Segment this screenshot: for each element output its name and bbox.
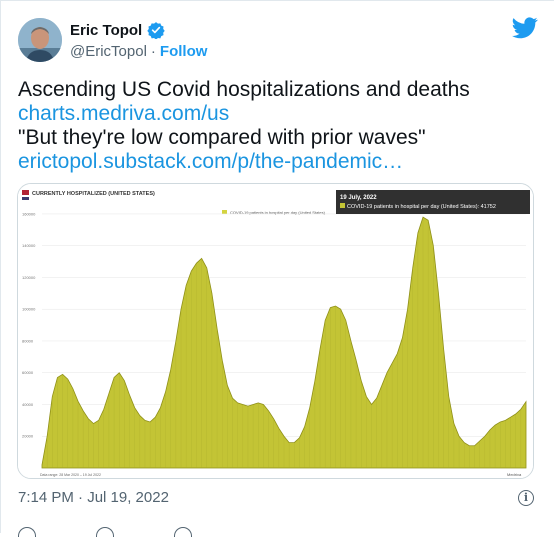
- tweet-timestamp[interactable]: 7:14 PM · Jul 19, 2022: [18, 489, 169, 506]
- y-tick-label: 40000: [22, 402, 34, 407]
- link-substack[interactable]: erictopol.substack.com/p/the-pandemic…: [18, 150, 404, 173]
- like-icon[interactable]: [18, 527, 36, 537]
- hospitalization-chart: CURRENTLY HOSPITALIZED (UNITED STATES) C…: [18, 184, 533, 478]
- chart-tooltip: 19 July, 2022 COVID-19 patients in hospi…: [336, 190, 530, 214]
- tooltip-series: COVID-19 patients in hospital per day (U…: [347, 204, 496, 210]
- us-flag-icon: [22, 190, 29, 195]
- y-tick-label: 20000: [22, 434, 34, 439]
- medriva-brand: Medriva: [507, 472, 522, 477]
- tweet-text-line-3: "But they're low compared with prior wav…: [18, 126, 426, 149]
- y-tick-label: 100000: [22, 307, 36, 312]
- y-tick-label: 80000: [22, 338, 34, 343]
- legend-label: COVID-19 patients in hospital per day (U…: [230, 210, 326, 215]
- tweet-text: Ascending US Covid hospitalizations and …: [18, 78, 538, 174]
- twitter-bird-icon[interactable]: [512, 17, 538, 44]
- chart-media[interactable]: CURRENTLY HOSPITALIZED (UNITED STATES) C…: [17, 183, 534, 479]
- y-tick-label: 60000: [22, 370, 34, 375]
- action-bar: [18, 527, 192, 537]
- tweet-text-line-1: Ascending US Covid hospitalizations and …: [18, 78, 470, 101]
- legend-swatch: [222, 210, 227, 214]
- avatar[interactable]: [18, 18, 62, 62]
- y-tick-label: 160000: [22, 211, 36, 216]
- copy-link-icon[interactable]: [174, 527, 192, 537]
- chart-title: CURRENTLY HOSPITALIZED (UNITED STATES): [32, 191, 155, 197]
- author-row: Eric Topol: [70, 21, 165, 39]
- y-tick-label: 140000: [22, 243, 36, 248]
- link-medriva[interactable]: charts.medriva.com/us: [18, 102, 230, 125]
- flag-canton: [22, 197, 29, 200]
- verified-badge-icon: [147, 21, 165, 39]
- y-tick-label: 120000: [22, 275, 36, 280]
- hospitalized-series-area: [41, 216, 527, 469]
- tooltip-date: 19 July, 2022: [340, 195, 377, 201]
- author-name[interactable]: Eric Topol: [70, 21, 143, 39]
- author-handle[interactable]: @EricTopol: [70, 43, 147, 60]
- handle-row: @EricTopol · Follow: [70, 43, 207, 60]
- info-icon[interactable]: i: [518, 490, 534, 506]
- data-range-label: Data range: 28 Mar 2020 – 19 Jul 2022: [40, 473, 101, 477]
- follow-button[interactable]: Follow: [159, 43, 208, 60]
- reply-icon[interactable]: [96, 527, 114, 537]
- separator-dot: ·: [150, 43, 156, 60]
